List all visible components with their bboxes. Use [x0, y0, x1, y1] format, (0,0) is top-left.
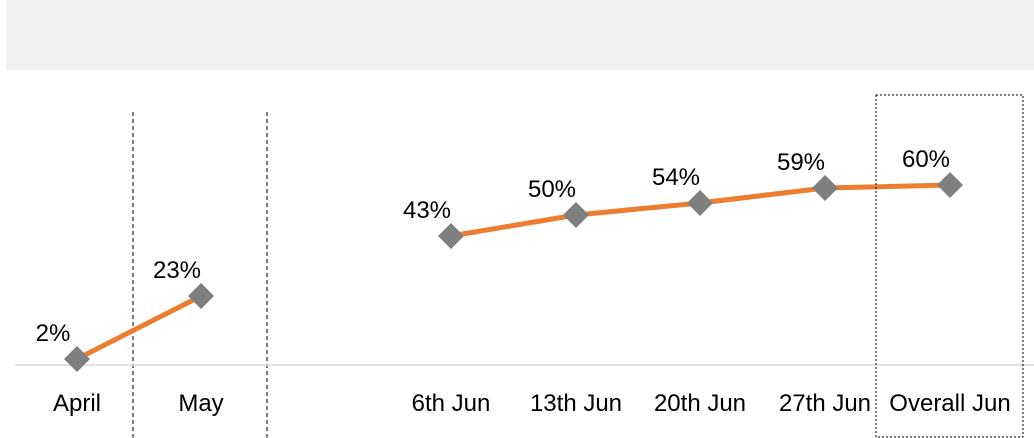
x-tick-20th-jun: 20th Jun	[654, 390, 746, 417]
data-label-april: 2%	[36, 320, 71, 347]
data-point-20th-jun	[687, 190, 713, 216]
data-label-27th-jun: 59%	[777, 149, 825, 176]
series-lines	[74, 182, 953, 362]
data-label-6th-jun: 43%	[403, 197, 451, 224]
data-label-overall-jun: 60%	[902, 146, 950, 173]
x-tick-overall-jun: Overall Jun	[889, 390, 1010, 417]
data-point-6th-jun	[438, 223, 464, 249]
x-tick-27th-jun: 27th Jun	[779, 390, 871, 417]
x-tick-6th-jun: 6th Jun	[412, 390, 491, 417]
x-tick-may: May	[178, 390, 223, 417]
period-separators	[132, 112, 268, 438]
data-point-april	[64, 346, 90, 372]
data-point-27th-jun	[812, 175, 838, 201]
data-label-may: 23%	[153, 257, 201, 284]
data-point-13th-jun	[563, 202, 589, 228]
x-tick-april: April	[53, 390, 101, 417]
data-point-may	[188, 283, 214, 309]
x-tick-13th-jun: 13th Jun	[530, 390, 622, 417]
x-tick-labels: April May 6th Jun 13th Jun 20th Jun 27th Jun O…	[53, 390, 1011, 417]
data-labels: 2% 23% 43% 50% 54% 59% 60%	[36, 146, 950, 347]
data-markers	[64, 172, 963, 372]
overall-jun-highlight-box	[875, 94, 1024, 438]
data-label-13th-jun: 50%	[528, 176, 576, 203]
series-line-segment-1	[74, 293, 204, 362]
data-point-overall-jun	[937, 172, 963, 198]
header-band	[6, 0, 1034, 70]
data-label-20th-jun: 54%	[652, 164, 700, 191]
